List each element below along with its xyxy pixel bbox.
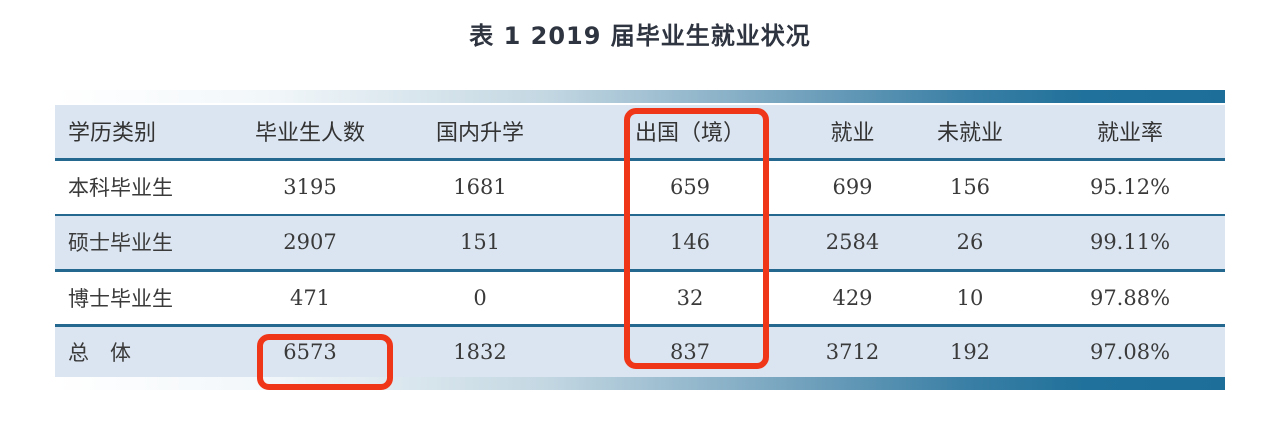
table-cell: 192 — [949, 339, 991, 364]
table-cell: 471 — [289, 285, 331, 310]
table-cell: 1832 — [453, 339, 507, 364]
top-gradient-bar — [55, 90, 1225, 103]
table-title: 表 1 2019 届毕业生就业状况 — [469, 22, 811, 50]
column-header-degree: 学历类别 — [68, 121, 157, 147]
employment-status-table: 学历类别 毕业生人数 国内升学 出国（境） 就业 未就业 就业率 本科毕业生 3… — [55, 105, 1225, 377]
table-row-doctor: 博士毕业生 471 0 32 429 10 97.88% — [55, 270, 1225, 325]
table-cell: 151 — [459, 230, 501, 255]
column-header-rate: 就业率 — [1096, 121, 1163, 147]
table-cell: 26 — [956, 230, 984, 255]
table-row-total: 总 体 6573 1832 837 3712 192 97.08% — [55, 325, 1225, 377]
table-cell: 2584 — [825, 230, 880, 255]
table-cell: 硕士毕业生 — [68, 231, 173, 256]
table-row-bachelor: 本科毕业生 3195 1681 659 699 156 95.12% — [55, 159, 1225, 215]
table-cell: 99.11% — [1089, 230, 1171, 255]
table-cell: 10 — [956, 285, 984, 310]
table-cell: 1681 — [453, 175, 507, 200]
column-header-domestic: 国内升学 — [435, 121, 524, 147]
table-cell: 0 — [473, 285, 487, 310]
table-cell: 3195 — [283, 175, 337, 200]
table-cell: 总 体 — [68, 340, 131, 365]
table-row-master: 硕士毕业生 2907 151 146 2584 26 99.11% — [55, 215, 1225, 270]
table-cell: 97.88% — [1089, 285, 1171, 310]
column-header-graduates: 毕业生人数 — [254, 121, 365, 147]
table-cell: 699 — [832, 175, 873, 200]
table-cell: 146 — [669, 230, 711, 255]
table-cell: 32 — [676, 285, 704, 310]
table-cell: 2907 — [283, 230, 337, 255]
table-cell: 本科毕业生 — [68, 176, 173, 201]
column-header-unemployed: 未就业 — [936, 121, 1003, 147]
table-cell: 博士毕业生 — [68, 286, 173, 311]
table-cell: 429 — [832, 285, 873, 310]
table-cell: 3712 — [825, 339, 880, 364]
employment-table: 学历类别 毕业生人数 国内升学 出国（境） 就业 未就业 就业率 本科毕业生 3… — [55, 90, 1225, 390]
table-cell: 659 — [669, 175, 711, 200]
table-cell: 156 — [949, 175, 991, 200]
header-row: 学历类别 毕业生人数 国内升学 出国（境） 就业 未就业 就业率 — [55, 105, 1225, 159]
column-header-employed: 就业 — [830, 121, 875, 147]
column-header-abroad: 出国（境） — [634, 121, 745, 147]
bottom-gradient-bar — [55, 377, 1225, 390]
table-cell: 97.08% — [1089, 339, 1171, 364]
table-cell: 6573 — [283, 339, 337, 364]
table-cell: 95.12% — [1089, 175, 1171, 200]
table-cell: 837 — [669, 339, 711, 364]
